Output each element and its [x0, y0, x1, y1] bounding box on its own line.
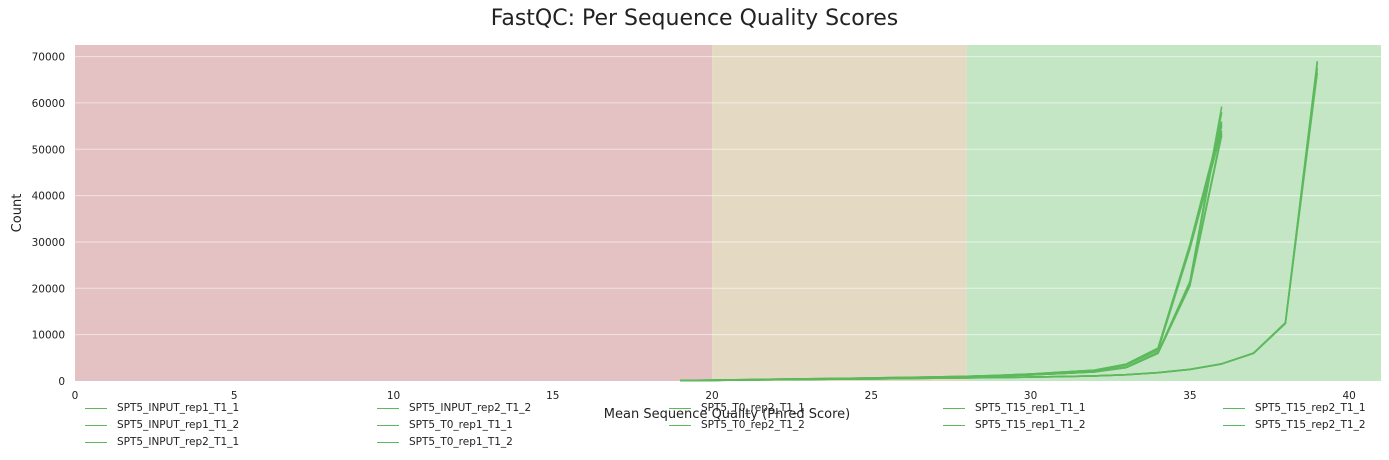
legend-item[interactable]: SPT5_T15_rep1_T1_1 — [943, 400, 1086, 416]
legend-item[interactable]: SPT5_INPUT_rep2_T1_2 — [377, 400, 531, 416]
legend-item[interactable]: SPT5_T15_rep2_T1_2 — [1223, 417, 1366, 433]
y-tick-label: 60000 — [32, 98, 65, 110]
y-tick-label: 70000 — [32, 52, 65, 64]
x-tick-label: 0 — [72, 390, 79, 402]
x-tick-label: 20 — [705, 390, 718, 402]
x-tick-label: 25 — [865, 390, 878, 402]
x-tick-label: 10 — [387, 390, 400, 402]
legend-swatch — [669, 407, 691, 409]
y-tick-label: 30000 — [32, 237, 65, 249]
legend: SPT5_INPUT_rep1_T1_1 SPT5_INPUT_rep1_T1_2… — [0, 400, 1389, 456]
legend-label: SPT5_T15_rep2_T1_2 — [1255, 419, 1366, 431]
y-tick-label: 50000 — [32, 144, 65, 156]
y-axis-label: Count — [10, 194, 25, 233]
background-band-0 — [75, 45, 713, 381]
legend-swatch — [669, 424, 691, 426]
legend-item[interactable]: SPT5_INPUT_rep2_T1_1 — [85, 434, 239, 450]
legend-item[interactable]: SPT5_T0_rep2_T1_1 — [669, 400, 805, 416]
y-tick-label: 0 — [58, 376, 65, 388]
legend-swatch — [943, 407, 965, 409]
legend-item[interactable]: SPT5_T15_rep1_T1_2 — [943, 417, 1086, 433]
legend-item[interactable]: SPT5_T0_rep2_T1_2 — [669, 417, 805, 433]
x-tick-label: 40 — [1342, 390, 1355, 402]
background-bands — [75, 45, 1381, 381]
legend-label: SPT5_INPUT_rep1_T1_2 — [117, 419, 240, 431]
legend-swatch — [85, 407, 107, 409]
legend-label: SPT5_T0_rep2_T1_2 — [701, 419, 805, 431]
background-band-1 — [712, 45, 967, 381]
legend-swatch — [377, 424, 399, 426]
tick-labels: 0 5 10 15 20 25 30 35 40 0 10000 20000 30000 40000 500… — [32, 52, 1356, 402]
legend-item[interactable]: SPT5_T0_rep1_T1_1 — [377, 417, 513, 433]
legend-label: SPT5_T15_rep2_T1_1 — [1255, 402, 1366, 414]
legend-label: SPT5_T0_rep1_T1_1 — [409, 419, 513, 431]
legend-swatch — [85, 424, 107, 426]
legend-item[interactable]: SPT5_T15_rep2_T1_1 — [1223, 400, 1366, 416]
x-tick-label: 30 — [1024, 390, 1037, 402]
legend-item[interactable]: SPT5_INPUT_rep1_T1_1 — [85, 400, 239, 416]
background-band-2 — [966, 45, 1381, 381]
legend-label: SPT5_INPUT_rep1_T1_1 — [117, 402, 240, 414]
y-tick-label: 20000 — [32, 283, 65, 295]
legend-swatch — [943, 424, 965, 426]
legend-label: SPT5_T15_rep1_T1_1 — [975, 402, 1086, 414]
y-tick-label: 10000 — [32, 330, 65, 342]
legend-label: SPT5_T0_rep2_T1_1 — [701, 402, 805, 414]
series-line-SPT5_T15_rep2_T1_2 — [680, 72, 1319, 382]
legend-label: SPT5_T0_rep1_T1_2 — [409, 436, 513, 448]
legend-swatch — [85, 441, 107, 443]
legend-swatch — [1223, 424, 1245, 426]
x-tick-label: 35 — [1183, 390, 1196, 402]
x-tick-label: 5 — [231, 390, 238, 402]
legend-swatch — [1223, 407, 1245, 409]
legend-item[interactable]: SPT5_INPUT_rep1_T1_2 — [85, 417, 239, 433]
legend-swatch — [377, 407, 399, 409]
legend-swatch — [377, 441, 399, 443]
grid-lines — [75, 56, 1381, 336]
legend-label: SPT5_INPUT_rep2_T1_1 — [117, 436, 240, 448]
legend-label: SPT5_INPUT_rep2_T1_2 — [409, 402, 532, 414]
legend-label: SPT5_T15_rep1_T1_2 — [975, 419, 1086, 431]
chart-title: FastQC: Per Sequence Quality Scores — [490, 6, 899, 31]
x-tick-label: 15 — [546, 390, 559, 402]
y-tick-label: 40000 — [32, 191, 65, 203]
series-lines — [680, 61, 1319, 382]
legend-item[interactable]: SPT5_T0_rep1_T1_2 — [377, 434, 513, 450]
x-axis-label: Mean Sequence Quality (Phred Score) — [604, 407, 850, 422]
